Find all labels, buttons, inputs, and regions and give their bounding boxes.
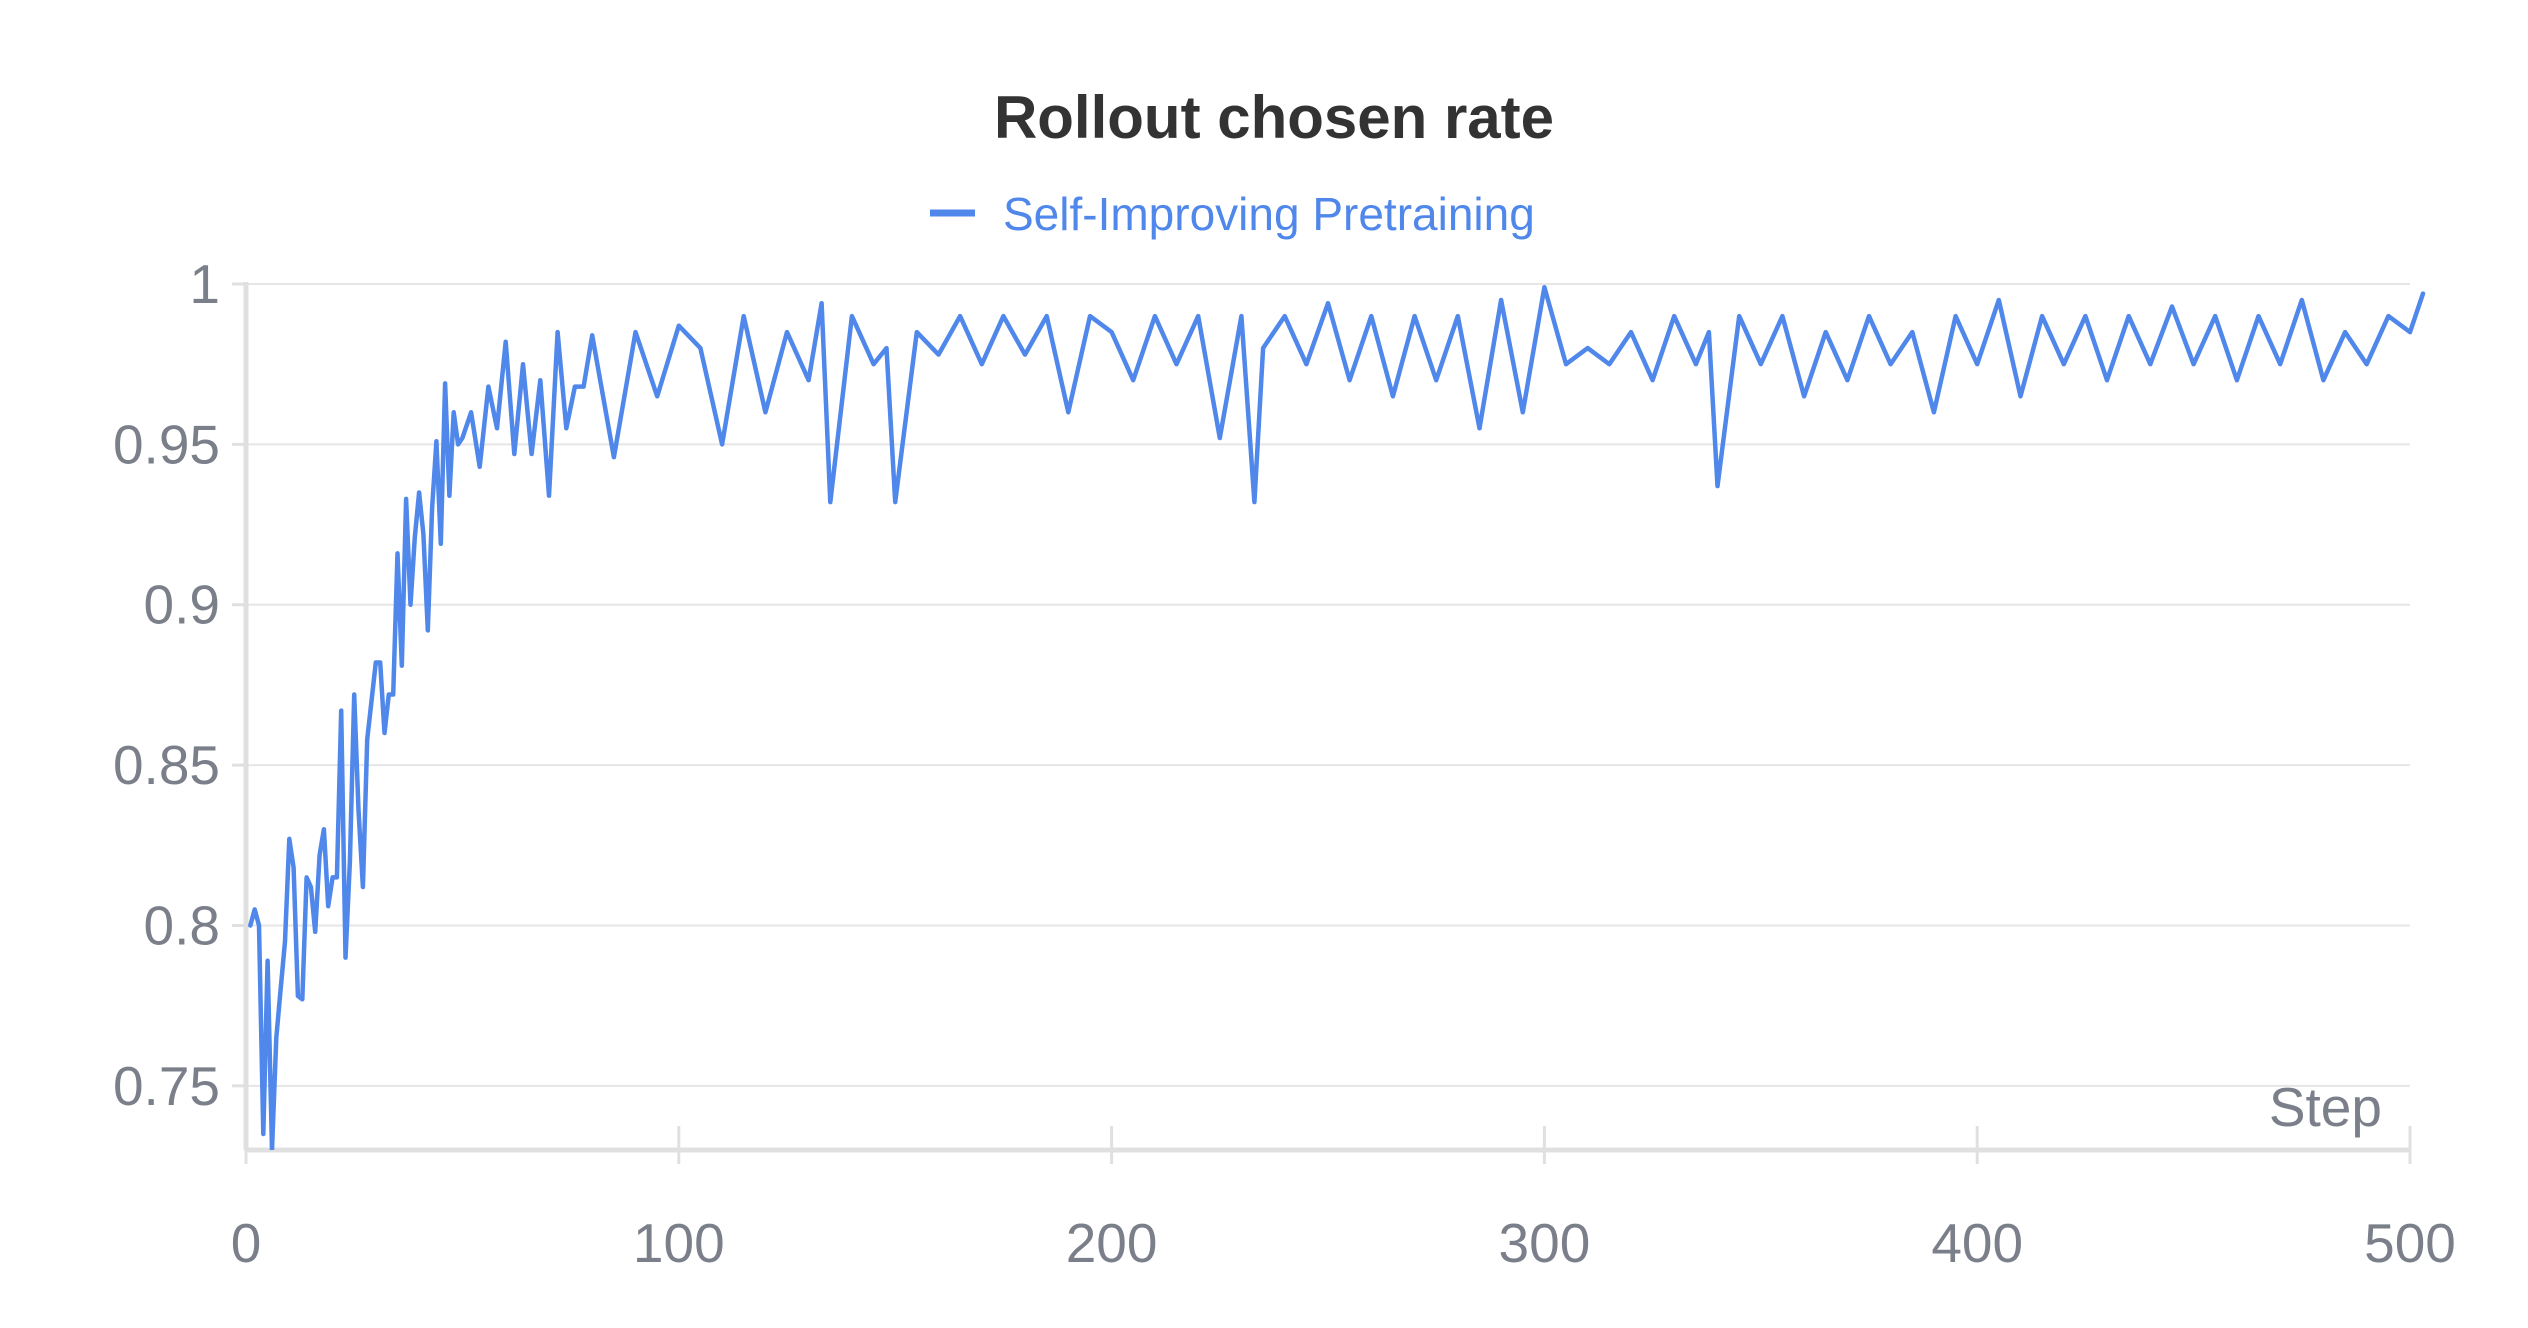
tick-labels: 0.75 0.8 0.85 0.9 0.95 1 0 100 200 300 400 500 [113, 253, 2456, 1274]
legend-label: Self-Improving Pretraining [1003, 188, 1535, 240]
y-tick-label: 0.75 [113, 1055, 220, 1117]
y-tick-label: 0.8 [144, 894, 220, 956]
x-tick-label: 0 [231, 1212, 262, 1274]
x-axis-title: Step [2269, 1076, 2382, 1138]
y-tick-label: 0.95 [113, 413, 220, 475]
series-line-self-improving-pretraining [248, 284, 2426, 1150]
grid [246, 283, 2410, 1087]
y-tick-label: 0.9 [144, 574, 220, 636]
chart-title: Rollout chosen rate [994, 84, 1554, 151]
x-tick-label: 500 [2364, 1212, 2456, 1274]
series-layer [248, 284, 2426, 1150]
x-tick-label: 200 [1066, 1212, 1158, 1274]
x-tick-label: 400 [1931, 1212, 2023, 1274]
axes [232, 282, 2412, 1164]
x-tick-label: 300 [1499, 1212, 1591, 1274]
x-tick-label: 100 [633, 1212, 725, 1274]
legend: Self-Improving Pretraining [930, 188, 1535, 240]
y-tick-label: 1 [189, 253, 220, 315]
y-tick-label: 0.85 [113, 734, 220, 796]
